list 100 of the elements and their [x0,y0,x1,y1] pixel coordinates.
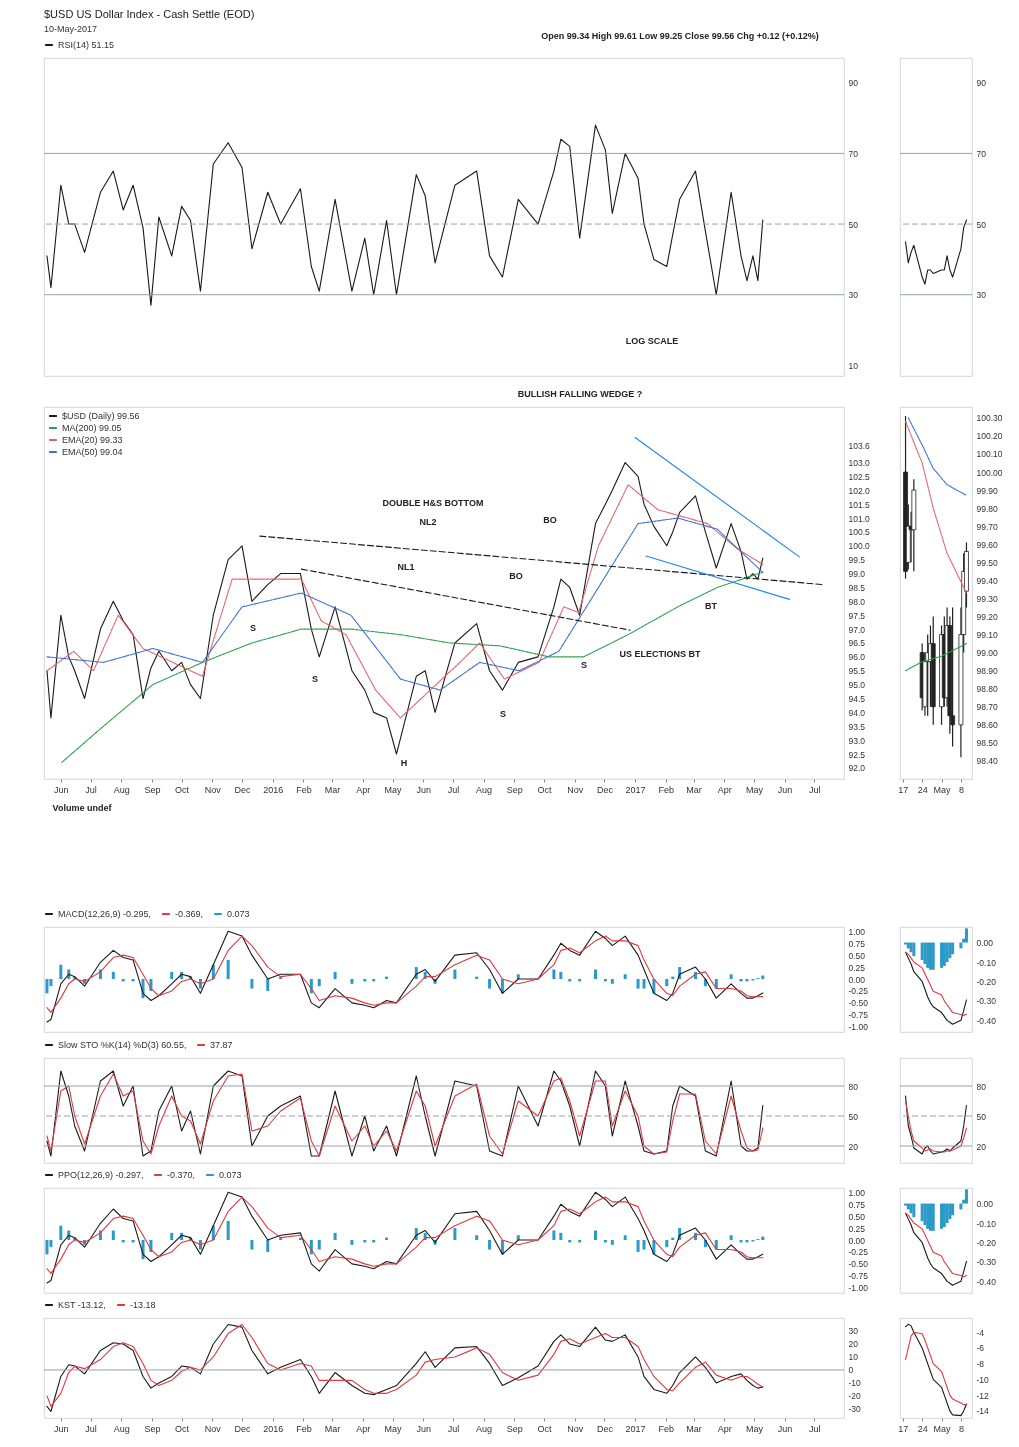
y-tick-label: 98.60 [976,720,999,731]
y-tick-label: -12 [976,1390,990,1401]
x-tick-label: Jun [54,784,69,795]
y-tick-label: -0.25 [848,1247,869,1258]
x-tick-label: Feb [658,1423,675,1434]
y-tick-label: 98.50 [976,738,999,749]
y-tick-label: 96.0 [848,652,866,663]
y-tick-label: 100.20 [976,431,1003,442]
x-tick-label: May [933,1423,952,1434]
x-tick-label: 2017 [625,1423,646,1434]
y-tick-label: 99.5 [848,555,866,566]
y-tick-label: 0.25 [848,962,866,973]
y-tick-label: 99.90 [976,485,999,496]
annotation: NL1 [397,562,415,572]
y-tick-label: -0.40 [976,1015,997,1026]
x-tick-label: Aug [476,1423,493,1434]
y-tick-label: 93.5 [848,721,866,732]
y-tick-label: 102.0 [848,485,871,496]
y-tick-label: -0.50 [848,998,869,1009]
x-tick-label: Jul [809,1423,821,1434]
legend-label: RSI(14) 51.15 [58,40,115,50]
x-tick-label: Feb [296,784,312,795]
x-tick-label: Dec [596,784,614,795]
x-tick-label: Nov [567,1423,584,1434]
x-tick-label: Nov [204,1423,222,1434]
y-tick-label: 103.6 [848,441,871,452]
x-tick-label: Oct [175,1423,190,1434]
annotation: US ELECTIONS BT [619,649,701,659]
y-tick-label: 50 [976,219,987,230]
y-tick-label: -0.10 [976,957,997,968]
x-tick-label: Jun [416,1423,431,1434]
annotation: NL2 [419,517,437,527]
y-tick-label: 94.0 [848,707,866,718]
y-tick-label: 0.25 [848,1223,866,1234]
y-tick-label: -0.75 [848,1010,869,1021]
y-tick-label: 20 [976,1141,987,1152]
annotation: DOUBLE H&S BOTTOM [382,498,484,508]
legend-label: Slow STO %K(14) %D(3) 60.55, [58,1040,187,1050]
y-tick-label: 99.30 [976,593,999,604]
y-tick-label: 99.10 [976,630,999,641]
y-tick-label: 99.0 [848,569,866,580]
y-tick-label: 92.0 [848,763,866,774]
x-tick-label: May [384,784,403,795]
x-tick-label: Aug [113,784,130,795]
x-tick-label: 24 [917,784,928,795]
y-tick-label: 20 [848,1339,859,1350]
y-tick-label: -4 [976,1327,985,1338]
y-tick-label: -6 [976,1343,985,1354]
x-tick-label: Mar [324,1423,341,1434]
y-tick-label: -0.75 [848,1271,869,1282]
x-tick-label: 8 [958,784,964,795]
y-tick-label: 90 [976,78,987,89]
y-tick-label: -0.20 [976,976,997,987]
y-tick-label: 100.5 [848,527,871,538]
x-tick-label: Sep [506,1423,523,1434]
y-tick-label: 94.5 [848,693,866,704]
y-tick-label: 101.5 [848,499,871,510]
legend-label: MA(200) 99.05 [62,423,122,433]
x-tick-label: Sep [144,784,161,795]
y-tick-label: 99.00 [976,648,999,659]
y-tick-label: 0.75 [848,1199,866,1210]
y-tick-label: 100.10 [976,449,1003,460]
y-tick-label: 90 [848,78,859,89]
y-tick-label: -14 [976,1406,990,1417]
annotation: S [249,623,257,633]
legend-label: -0.370, [167,1170,196,1180]
x-tick-label: May [745,784,764,795]
x-tick-label: Feb [658,784,675,795]
y-tick-label: 50 [976,1111,987,1122]
y-tick-label: -30 [848,1404,862,1415]
x-tick-label: Jul [85,1423,97,1434]
x-tick-label: Sep [506,784,523,795]
x-tick-label: 2017 [625,784,646,795]
y-tick-label: -1.00 [848,1022,869,1033]
legend-label: EMA(20) 99.33 [62,435,123,445]
y-tick-label: 98.40 [976,756,999,767]
x-tick-label: Sep [144,1423,161,1434]
y-tick-label: 100.30 [976,413,1003,424]
x-tick-label: Nov [567,784,584,795]
x-tick-label: Mar [686,784,702,795]
y-tick-label: 50 [848,219,859,230]
x-tick-label: 2016 [263,1423,284,1434]
legend-label: -0.369, [175,909,204,919]
x-tick-label: Jul [85,784,97,795]
y-tick-label: 0.00 [848,1235,866,1246]
y-tick-label: 101.0 [848,513,871,524]
text: Open 99.34 High 99.61 Low 99.25 Close 99.56 Chg +0.12 (+0.12%) [541,31,819,41]
y-tick-label: 97.5 [848,610,866,621]
y-tick-label: 10 [848,1352,859,1363]
y-tick-label: 95.5 [848,666,866,677]
y-tick-label: 80 [976,1081,987,1092]
y-tick-label: 30 [848,1326,859,1337]
x-tick-label: Jul [447,1423,460,1434]
x-tick-label: 17 [898,784,909,795]
y-tick-label: -10 [848,1378,862,1389]
y-tick-label: 99.40 [976,575,999,586]
annotation: LOG SCALE [625,336,679,346]
y-tick-label: -8 [976,1359,985,1370]
annotation: BT [705,601,717,611]
y-tick-label: 102.5 [848,471,871,482]
